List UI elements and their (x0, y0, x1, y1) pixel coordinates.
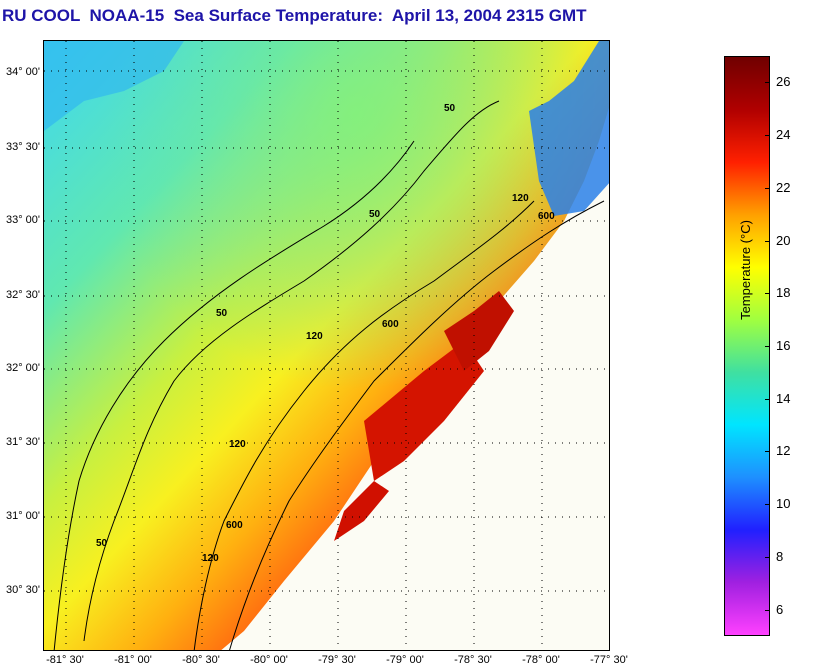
colorbar-tick-mark (765, 504, 770, 506)
cloud-mask-offshore (221, 107, 609, 650)
isobath-label: 600 (538, 211, 555, 222)
colorbar-tick-label: 26 (776, 74, 791, 90)
longitude-label: -81° 30' (46, 654, 84, 666)
isobath-label: 120 (229, 439, 246, 450)
colorbar-tick-label: 14 (776, 390, 791, 406)
colorbar-tick-mark (765, 451, 770, 453)
isobath-label: 120 (306, 331, 323, 342)
colorbar-tick-label: 8 (776, 548, 784, 564)
isobath-label: 50 (369, 209, 381, 220)
latitude-label: 32° 00' (5, 362, 40, 374)
isobath-label: 600 (226, 520, 243, 531)
colorbar-tick-label: 16 (776, 338, 791, 353)
isobaths (53, 100, 605, 650)
sst-map: 50 50 50 50 120 120 120 120 600 600 600 (43, 40, 610, 651)
isobath-label: 120 (512, 193, 529, 204)
latitude-label: 32° 30' (5, 289, 40, 301)
isobath-label: 120 (202, 553, 219, 564)
isobath-600 (229, 200, 605, 650)
isobath-label: 50 (444, 103, 456, 114)
colorbar-label: Temperature (°C) (738, 220, 753, 320)
colorbar-tick-mark (765, 135, 770, 137)
latitude-label: 33° 30' (5, 141, 40, 153)
colorbar-tick-mark (765, 398, 770, 400)
colorbar-tick-label: 20 (776, 232, 791, 248)
longitude-label: -80° 30' (182, 654, 220, 666)
colorbar-tick-label: 24 (776, 127, 791, 143)
cold-cloud-edge (529, 41, 609, 216)
latitude-label: 31° 00' (5, 510, 40, 522)
longitude-label: -78° 00' (522, 654, 560, 666)
colorbar-tick-mark (765, 82, 770, 84)
colorbar-tick-label: 10 (776, 496, 791, 512)
isobath-120 (193, 200, 535, 650)
latitude-label: 34° 00' (5, 66, 40, 78)
longitude-label: -80° 00' (250, 654, 288, 666)
temperature-colorbar (724, 56, 770, 636)
longitude-label: -78° 30' (454, 654, 492, 666)
longitude-label: -79° 30' (318, 654, 356, 666)
latitude-label: 31° 30' (5, 436, 40, 448)
map-title: RU COOL NOAA-15 Sea Surface Temperature:… (2, 6, 587, 25)
colorbar-tick-mark (765, 556, 770, 558)
colorbar-tick-mark (765, 240, 770, 242)
sst-map-canvas: 50 50 50 50 120 120 120 120 600 600 600 (44, 41, 609, 650)
colorbar-tick-mark (765, 187, 770, 189)
cold-northwest (44, 41, 184, 131)
isobath-label: 50 (216, 308, 228, 319)
isobath-label: 600 (382, 319, 399, 330)
colorbar-tick-mark (765, 346, 770, 347)
coastline (53, 140, 415, 650)
isobath-labels: 50 50 50 50 120 120 120 120 600 600 600 (96, 103, 555, 564)
latitude-label: 33° 00' (5, 214, 40, 226)
colorbar-tick-label: 6 (776, 601, 784, 617)
isobath-50 (83, 100, 500, 642)
colorbar-tick-label: 12 (776, 443, 791, 459)
latitude-label: 30° 30' (5, 584, 40, 596)
longitude-label: -77° 30' (590, 654, 628, 666)
gulf-stream-core-north (444, 291, 514, 371)
colorbar-tick-label: 18 (776, 285, 791, 301)
isobath-label: 50 (96, 538, 108, 549)
longitude-label: -79° 00' (386, 654, 424, 666)
colorbar-tick-mark (765, 609, 770, 611)
warm-filament (334, 481, 389, 541)
colorbar-tick-mark (765, 293, 770, 295)
colorbar-tick-label: 22 (776, 179, 791, 195)
longitude-label: -81° 00' (114, 654, 152, 666)
gulf-stream-core (364, 341, 484, 481)
